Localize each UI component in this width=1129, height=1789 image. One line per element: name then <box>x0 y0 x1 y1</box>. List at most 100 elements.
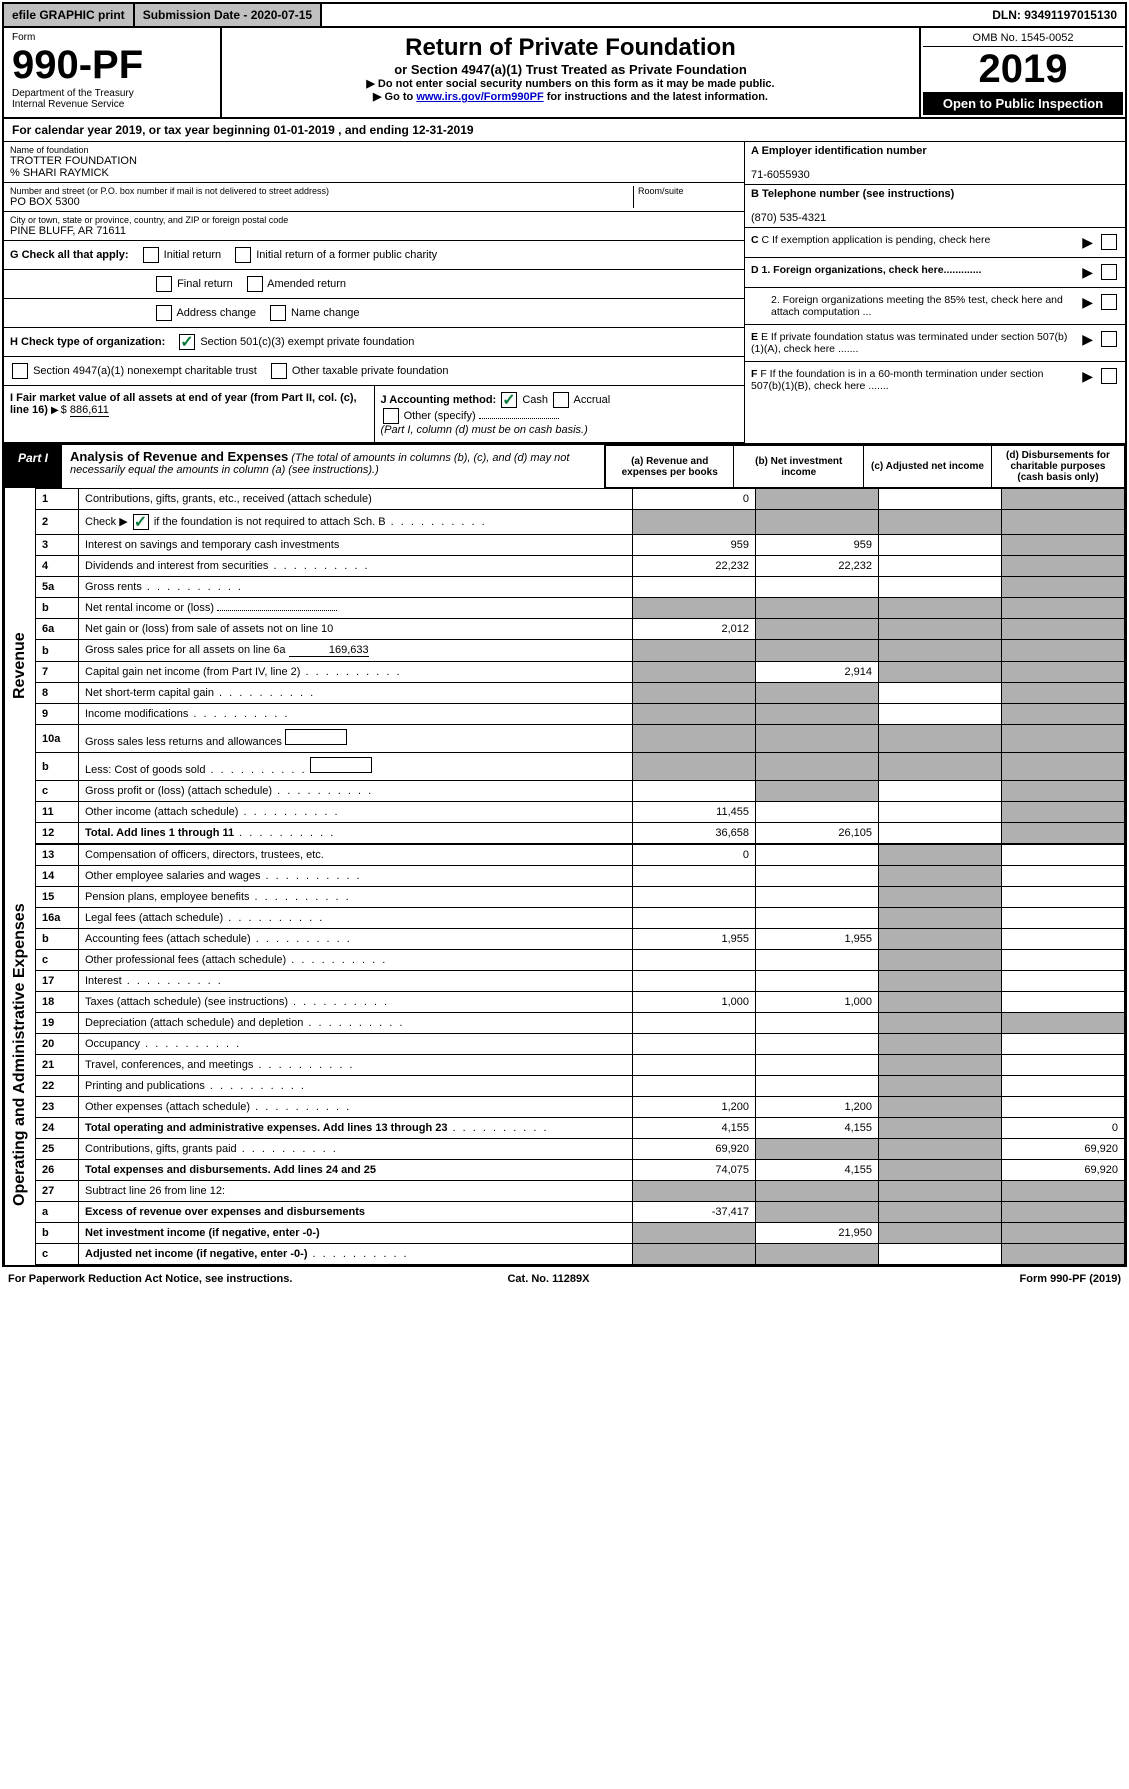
dln-value: DLN: 93491197015130 <box>984 4 1125 26</box>
e-checkbox[interactable] <box>1101 331 1117 347</box>
initial-former-checkbox[interactable] <box>235 247 251 263</box>
amended-return-checkbox[interactable] <box>247 276 263 292</box>
footer-left: For Paperwork Reduction Act Notice, see … <box>8 1273 292 1285</box>
irs-link[interactable]: www.irs.gov/Form990PF <box>416 91 543 103</box>
table-row: 1Contributions, gifts, grants, etc., rec… <box>36 489 1125 510</box>
initial-return-checkbox[interactable] <box>143 247 159 263</box>
h-o3: Other taxable private foundation <box>292 365 449 377</box>
g-o6: Name change <box>291 307 360 319</box>
table-row: 3Interest on savings and temporary cash … <box>36 535 1125 556</box>
city-label: City or town, state or province, country… <box>10 215 738 225</box>
f-text: F If the foundation is in a 60-month ter… <box>751 368 1043 392</box>
c-row: C C If exemption application is pending,… <box>745 228 1125 258</box>
room-label: Room/suite <box>638 186 738 196</box>
section-ij: I Fair market value of all assets at end… <box>4 386 744 443</box>
section-h: H Check type of organization: Section 50… <box>4 328 744 357</box>
identity-right: A Employer identification number 71-6055… <box>744 142 1125 443</box>
footer-form: Form 990-PF (2019) <box>1020 1273 1121 1285</box>
form-header: Form 990-PF Department of the Treasury I… <box>4 28 1125 119</box>
name-change-checkbox[interactable] <box>270 305 286 321</box>
table-row: 5aGross rents <box>36 577 1125 598</box>
c-checkbox[interactable] <box>1101 234 1117 250</box>
table-row: 26Total expenses and disbursements. Add … <box>36 1160 1125 1181</box>
cal-begin: 01-01-2019 <box>273 123 334 137</box>
section-g-row3: Address change Name change <box>4 299 744 328</box>
other-taxable-checkbox[interactable] <box>271 363 287 379</box>
col-b-hdr: (b) Net investment income <box>734 446 864 488</box>
cal-pre: For calendar year 2019, or tax year begi… <box>12 123 273 137</box>
other-method-checkbox[interactable] <box>383 408 399 424</box>
revenue-side-label: Revenue <box>4 488 35 844</box>
d2-checkbox[interactable] <box>1101 294 1117 310</box>
table-row: aExcess of revenue over expenses and dis… <box>36 1202 1125 1223</box>
j-cash: Cash <box>522 394 548 406</box>
phone-value: (870) 535-4321 <box>751 212 826 224</box>
j-label: J Accounting method: <box>381 394 497 406</box>
cal-end: 12-31-2019 <box>412 123 473 137</box>
table-row: 14Other employee salaries and wages <box>36 866 1125 887</box>
j-accrual: Accrual <box>574 394 611 406</box>
g-label: G Check all that apply: <box>10 249 129 261</box>
table-row: 21Travel, conferences, and meetings <box>36 1055 1125 1076</box>
table-row: bGross sales price for all assets on lin… <box>36 640 1125 662</box>
table-row: bNet rental income or (loss) <box>36 598 1125 619</box>
cash-checkbox[interactable] <box>501 392 517 408</box>
form-title-block: Return of Private Foundation or Section … <box>222 28 919 117</box>
h-o2: Section 4947(a)(1) nonexempt charitable … <box>33 365 257 377</box>
form-id-block: Form 990-PF Department of the Treasury I… <box>4 28 222 117</box>
section-g: G Check all that apply: Initial return I… <box>4 241 744 270</box>
g-o2: Initial return of a former public charit… <box>256 249 437 261</box>
omb-number: OMB No. 1545-0052 <box>923 30 1123 47</box>
foundation-name: TROTTER FOUNDATION <box>10 155 738 167</box>
table-row: 2Check ▶ if the foundation is not requir… <box>36 510 1125 535</box>
foundation-name-cell: Name of foundation TROTTER FOUNDATION % … <box>4 142 744 183</box>
table-row: 22Printing and publications <box>36 1076 1125 1097</box>
table-row: 18Taxes (attach schedule) (see instructi… <box>36 992 1125 1013</box>
identity-grid: Name of foundation TROTTER FOUNDATION % … <box>4 142 1125 445</box>
table-row: 24Total operating and administrative exp… <box>36 1118 1125 1139</box>
address-change-checkbox[interactable] <box>156 305 172 321</box>
501c3-checkbox[interactable] <box>179 334 195 350</box>
section-g-row2: Final return Amended return <box>4 270 744 299</box>
ein-cell: A Employer identification number 71-6055… <box>745 142 1125 185</box>
revenue-section: Revenue 1Contributions, gifts, grants, e… <box>4 488 1125 844</box>
phone-cell: B Telephone number (see instructions) (8… <box>745 185 1125 228</box>
efile-print-button[interactable]: efile GRAPHIC print <box>4 4 135 26</box>
table-row: 7Capital gain net income (from Part IV, … <box>36 662 1125 683</box>
part1-label: Part I <box>4 445 62 488</box>
col-a-hdr: (a) Revenue and expenses per books <box>606 446 734 488</box>
addr-label: Number and street (or P.O. box number if… <box>10 186 633 196</box>
table-row: 20Occupancy <box>36 1034 1125 1055</box>
section-i: I Fair market value of all assets at end… <box>4 386 375 442</box>
final-return-checkbox[interactable] <box>156 276 172 292</box>
submission-date: Submission Date - 2020-07-15 <box>135 4 322 26</box>
table-row: 17Interest <box>36 971 1125 992</box>
section-j: J Accounting method: Cash Accrual Other … <box>375 386 745 442</box>
dept-treasury: Department of the Treasury <box>12 88 212 99</box>
form-year-block: OMB No. 1545-0052 2019 Open to Public In… <box>919 28 1125 117</box>
table-row: 16aLegal fees (attach schedule) <box>36 908 1125 929</box>
table-row: 13Compensation of officers, directors, t… <box>36 845 1125 866</box>
table-row: 4Dividends and interest from securities2… <box>36 556 1125 577</box>
form-word: Form <box>12 32 212 43</box>
identity-left: Name of foundation TROTTER FOUNDATION % … <box>4 142 744 443</box>
sch-b-checkbox[interactable] <box>133 514 149 530</box>
4947a1-checkbox[interactable] <box>12 363 28 379</box>
revenue-table: 1Contributions, gifts, grants, etc., rec… <box>35 488 1125 844</box>
accrual-checkbox[interactable] <box>553 392 569 408</box>
f-checkbox[interactable] <box>1101 368 1117 384</box>
name-label: Name of foundation <box>10 145 738 155</box>
a-label: A Employer identification number <box>751 145 927 157</box>
h-label: H Check type of organization: <box>10 336 165 348</box>
address-cell: Number and street (or P.O. box number if… <box>4 183 744 212</box>
table-row: 10aGross sales less returns and allowanc… <box>36 725 1125 753</box>
g-o1: Initial return <box>164 249 221 261</box>
part1-header: Part I Analysis of Revenue and Expenses … <box>4 445 1125 488</box>
table-row: 12Total. Add lines 1 through 1136,65826,… <box>36 823 1125 844</box>
irs-label: Internal Revenue Service <box>12 99 212 110</box>
part1-desc: Analysis of Revenue and Expenses (The to… <box>62 445 605 488</box>
d1-checkbox[interactable] <box>1101 264 1117 280</box>
j-other: Other (specify) <box>404 410 476 422</box>
care-of: % SHARI RAYMICK <box>10 167 738 179</box>
g-o4: Amended return <box>267 278 346 290</box>
